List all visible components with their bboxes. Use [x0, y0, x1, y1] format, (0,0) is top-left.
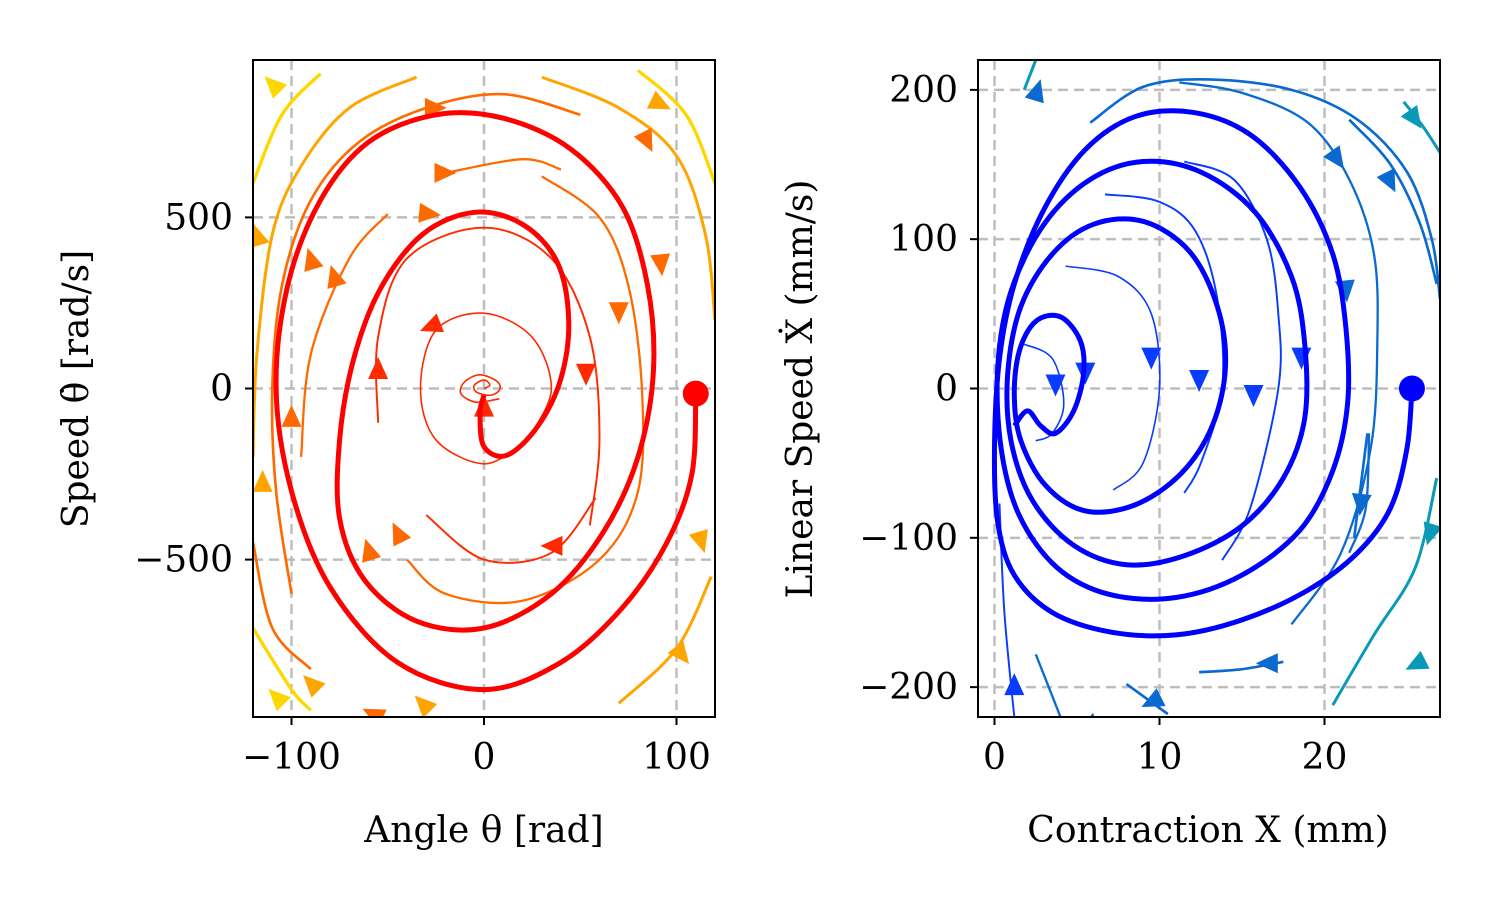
stream-arrow: [1376, 168, 1396, 193]
streamline: [375, 226, 601, 526]
stream-arrow: [1351, 493, 1372, 516]
stream-arrow: [304, 247, 324, 272]
stream-arrow: [362, 708, 387, 717]
left-trajectory: [273, 110, 699, 693]
x-tick-label: 10: [1137, 737, 1183, 778]
y-tick-label: 500: [164, 197, 233, 238]
right-ticks: 0 10 20 −200 −100 0 100 200: [859, 70, 1347, 778]
stream-arrow: [418, 202, 441, 223]
stream-arrow: [253, 469, 273, 492]
stream-arrow: [414, 695, 438, 717]
streamline: [1065, 265, 1161, 491]
streamline: [1089, 77, 1440, 300]
streamline: [445, 158, 562, 175]
stream-arrow: [362, 538, 382, 563]
right-streamlines: [998, 60, 1440, 717]
left-ylabel: Speed θ̇ [rad/s]: [56, 250, 97, 528]
y-tick-label: −100: [859, 518, 958, 559]
stream-arrow: [1400, 105, 1422, 129]
streamline: [541, 75, 715, 321]
stream-arrow: [419, 313, 444, 333]
streamline: [1183, 160, 1282, 561]
streamline: [299, 213, 389, 458]
x-tick-label: −100: [242, 737, 341, 778]
right-ylabel: Linear Speed Ẋ (mm/s): [779, 180, 821, 599]
x-tick-label: 100: [642, 737, 711, 778]
streamline: [425, 497, 597, 564]
stream-arrow: [434, 162, 457, 183]
x-tick-label: 0: [983, 737, 1006, 778]
streamline: [253, 542, 312, 671]
streamline: [1022, 342, 1065, 442]
streamline: [253, 72, 322, 184]
stream-arrow: [540, 535, 563, 556]
stream-arrow: [650, 253, 670, 277]
right-grid: [978, 60, 1440, 717]
stream-arrow: [1189, 370, 1210, 392]
streamline: [1034, 653, 1062, 717]
stream-arrow: [368, 357, 389, 379]
stream-arrow: [1004, 673, 1025, 696]
streamline: [1179, 81, 1379, 626]
stream-arrow: [268, 688, 291, 712]
stream-arrow: [264, 76, 288, 99]
streamline: [1348, 433, 1371, 554]
stream-arrow: [633, 127, 653, 152]
streamline: [636, 69, 715, 184]
start-marker: [1398, 375, 1425, 402]
x-tick-label: 20: [1302, 737, 1348, 778]
stream-arrow: [608, 302, 629, 325]
streamline: [1125, 683, 1169, 716]
streamline: [1089, 713, 1095, 717]
streamline: [253, 75, 418, 457]
stream-arrow: [646, 90, 671, 110]
right-xlabel: Contraction X (mm): [1027, 810, 1388, 851]
stream-arrow: [1255, 653, 1278, 674]
streamline: [406, 175, 645, 605]
stream-arrow: [392, 522, 412, 547]
y-tick-label: 0: [210, 369, 233, 410]
streamline: [1402, 100, 1440, 154]
y-tick-label: 100: [889, 219, 958, 260]
x-tick-label: 0: [473, 737, 496, 778]
stream-arrow: [667, 640, 690, 664]
streamline: [459, 373, 502, 404]
stream-arrow: [281, 404, 302, 427]
y-tick-label: 200: [889, 70, 958, 111]
left-phase-plot: −100 0 100 −500 0 500 Angle θ [rad] Speed θ̇ …: [56, 59, 716, 851]
stream-arrow: [1141, 347, 1162, 370]
start-marker: [682, 380, 709, 407]
left-streamlines: [253, 69, 715, 717]
stream-arrow: [253, 224, 270, 248]
stream-arrow: [1405, 650, 1430, 670]
stream-arrow: [1141, 688, 1166, 707]
y-tick-label: 0: [935, 369, 958, 410]
y-tick-label: −200: [859, 667, 958, 708]
stream-arrow: [424, 97, 447, 118]
streamline: [253, 627, 313, 712]
stream-arrow: [327, 265, 347, 289]
streamline: [270, 92, 581, 594]
streamline: [1352, 433, 1369, 538]
stream-arrow: [1323, 145, 1344, 170]
stream-arrow: [688, 529, 708, 553]
left-ticks: −100 0 100 −500 0 500: [134, 197, 711, 778]
streamline: [1348, 118, 1438, 285]
stream-arrow: [1024, 79, 1044, 104]
stream-arrow: [1423, 521, 1440, 546]
stream-arrow: [303, 675, 326, 698]
left-xlabel: Angle θ [rad]: [363, 810, 603, 851]
trajectory-line: [991, 108, 1415, 639]
streamline: [1022, 60, 1038, 91]
stream-arrow: [576, 363, 596, 386]
y-tick-label: −500: [134, 540, 233, 581]
streamline: [1331, 477, 1439, 706]
right-trajectory: [991, 108, 1415, 639]
trajectory-line: [273, 110, 699, 693]
stream-arrow: [1045, 374, 1066, 397]
stream-arrow: [1243, 385, 1264, 407]
